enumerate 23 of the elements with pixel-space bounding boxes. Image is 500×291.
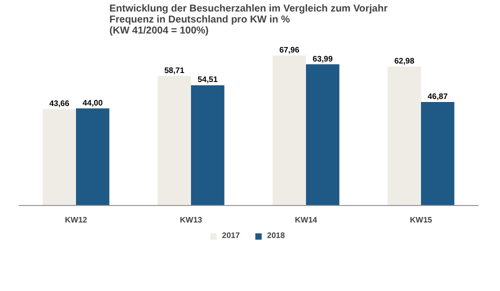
bar (388, 66, 421, 206)
data-label: 62,98 (394, 56, 415, 66)
data-label: 46,87 (428, 92, 448, 102)
bar (421, 102, 454, 206)
x-tick-label: KW14 (294, 216, 318, 225)
bar (191, 85, 224, 206)
x-tick-label: KW12 (64, 216, 88, 225)
bar (306, 64, 340, 206)
data-label: 43,66 (49, 99, 70, 108)
chart-title: Entwicklung der Besucherzahlen im Vergleich zum Vorjahr Frequenz in Deutschland pro KW in % (KW 41/2004 = 100%) (109, 4, 388, 36)
data-label: 44,00 (82, 98, 104, 108)
data-label: 54,51 (198, 75, 218, 84)
x-tick-label: KW13 (180, 216, 203, 225)
bar (42, 109, 76, 206)
bar (76, 108, 110, 206)
bar (272, 56, 306, 206)
bar (158, 76, 191, 206)
legend-label: 2018 (267, 231, 286, 240)
x-tick-label: KW15 (410, 216, 433, 225)
legend-label: 2017 (222, 231, 241, 240)
data-label: 63,99 (312, 54, 334, 64)
data-label: 58,71 (164, 66, 185, 75)
data-label: 67,96 (279, 46, 300, 55)
